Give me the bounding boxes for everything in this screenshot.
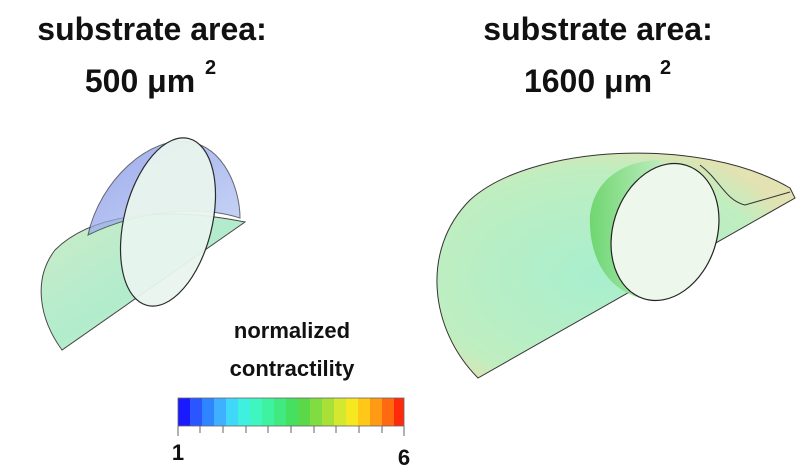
large-cell <box>436 152 796 379</box>
panel-title: substrate area: <box>37 11 266 47</box>
panel-exponent: 2 <box>205 57 216 79</box>
panel-title: substrate area: <box>483 11 712 47</box>
colorbar-max: 6 <box>398 445 410 470</box>
colorbar-label: contractility <box>230 356 355 381</box>
colorbar-min: 1 <box>172 440 184 465</box>
panel-area: 1600 μm <box>524 63 652 99</box>
small-cell <box>40 137 247 351</box>
colorbar-label: normalized <box>234 318 350 343</box>
colorbar <box>177 397 405 436</box>
panel-exponent: 2 <box>660 57 671 79</box>
panel-area: 500 μm <box>85 63 195 99</box>
